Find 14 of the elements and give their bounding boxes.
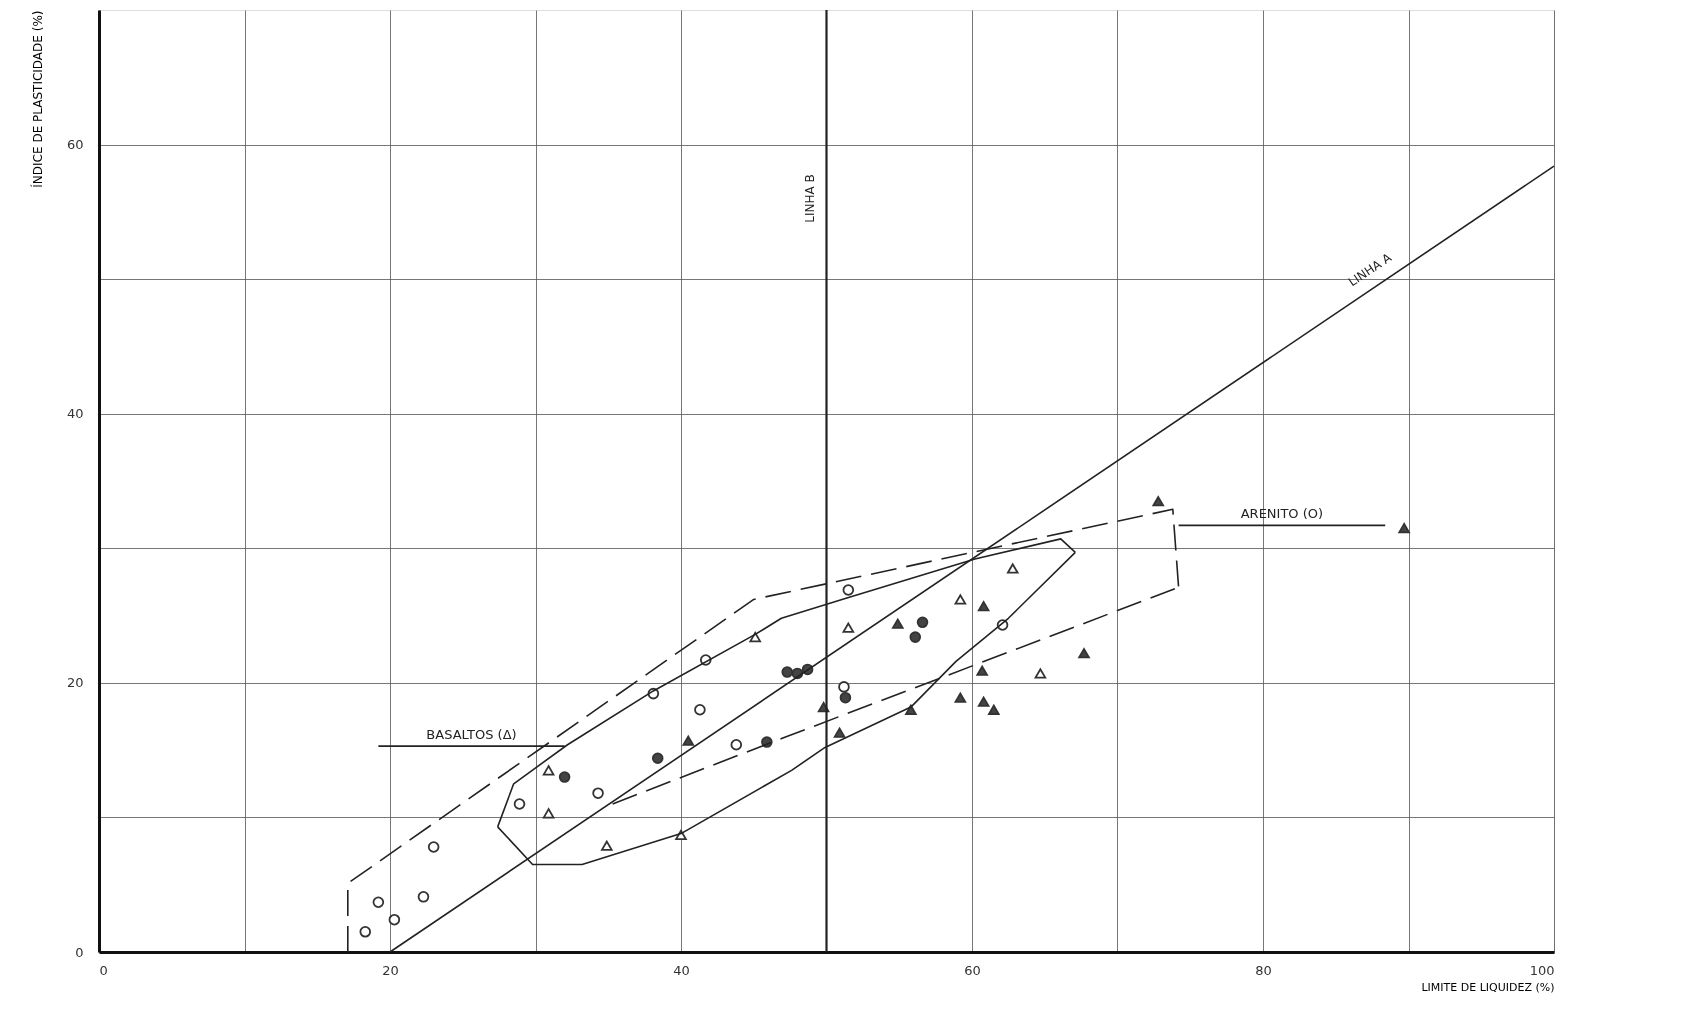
ref-line-label: LINHA B — [802, 174, 817, 223]
x-tick-label: 20 — [382, 962, 399, 978]
y-tick-label: 40 — [66, 406, 84, 422]
y-tick-label: 20 — [66, 675, 84, 691]
y-tick-label: 0 — [75, 944, 84, 960]
x-tick-label: 100 — [1529, 962, 1555, 978]
x-tick-label: 40 — [673, 962, 690, 978]
x-tick-label: 0 — [99, 962, 108, 978]
y-tick-label: 60 — [66, 137, 84, 153]
x-tick-label: 80 — [1255, 962, 1272, 978]
x-tick-label: 60 — [964, 962, 981, 978]
x-axis-title: LIMITE DE LIQUIDEZ (%) — [1421, 980, 1555, 994]
y-axis-title: ÍNDICE DE PLASTICIDADE (%) — [29, 10, 45, 188]
annotation: BASALTOS (Δ) — [426, 727, 517, 743]
